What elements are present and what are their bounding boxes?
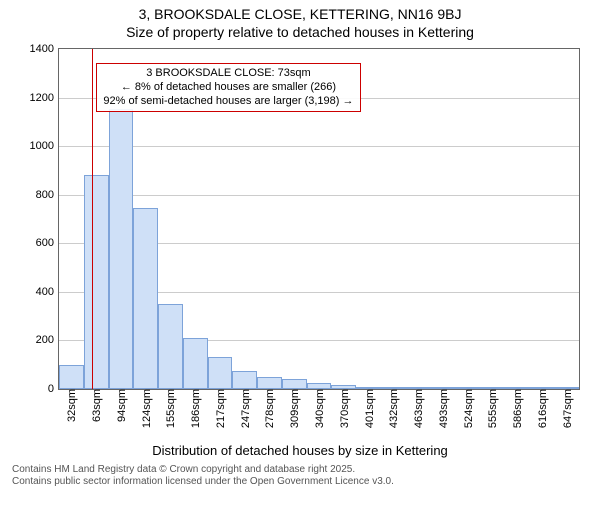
x-tick-label: 124sqm — [139, 389, 153, 428]
plot-region: 020040060080010001200140032sqm63sqm94sqm… — [58, 48, 580, 390]
histogram-bar — [257, 377, 282, 389]
histogram-bar — [232, 371, 257, 389]
chart-area: Number of detached properties 0200400600… — [0, 40, 600, 460]
title-sub: Size of property relative to detached ho… — [0, 24, 600, 40]
x-tick-label: 493sqm — [436, 389, 450, 428]
histogram-bar — [183, 338, 208, 389]
x-tick-label: 186sqm — [188, 389, 202, 428]
histogram-bar — [158, 304, 183, 389]
histogram-bar — [59, 365, 84, 389]
histogram-bar — [133, 208, 158, 389]
footer-line2: Contains public sector information licen… — [12, 476, 600, 488]
x-tick-label: 217sqm — [213, 389, 227, 428]
gridline — [59, 146, 579, 147]
footer-line1: Contains HM Land Registry data © Crown c… — [12, 464, 600, 476]
x-tick-label: 155sqm — [163, 389, 177, 428]
x-tick-label: 647sqm — [560, 389, 574, 428]
y-tick-label: 1200 — [30, 92, 59, 104]
x-tick-label: 278sqm — [262, 389, 276, 428]
y-tick-label: 1000 — [30, 140, 59, 152]
x-axis-label: Distribution of detached houses by size … — [0, 443, 600, 458]
x-tick-label: 401sqm — [362, 389, 376, 428]
x-tick-label: 524sqm — [461, 389, 475, 428]
annotation-line: ← 8% of detached houses are smaller (266… — [103, 81, 353, 95]
x-tick-label: 432sqm — [386, 389, 400, 428]
y-tick-label: 1400 — [30, 43, 59, 55]
histogram-bar — [84, 175, 109, 389]
x-tick-label: 309sqm — [287, 389, 301, 428]
y-tick-label: 0 — [48, 383, 59, 395]
gridline — [59, 195, 579, 196]
y-tick-label: 800 — [36, 189, 59, 201]
footer-attribution: Contains HM Land Registry data © Crown c… — [0, 460, 600, 488]
y-tick-label: 600 — [36, 237, 59, 249]
x-tick-label: 340sqm — [312, 389, 326, 428]
x-tick-label: 94sqm — [114, 389, 128, 422]
title-main: 3, BROOKSDALE CLOSE, KETTERING, NN16 9BJ — [0, 6, 600, 22]
marker-line — [92, 49, 93, 389]
annotation-line: 92% of semi-detached houses are larger (… — [103, 95, 353, 109]
histogram-bar — [109, 109, 134, 390]
x-tick-label: 63sqm — [89, 389, 103, 422]
x-tick-label: 247sqm — [238, 389, 252, 428]
histogram-bar — [282, 379, 307, 389]
y-tick-label: 400 — [36, 286, 59, 298]
chart-titles: 3, BROOKSDALE CLOSE, KETTERING, NN16 9BJ… — [0, 6, 600, 40]
x-tick-label: 555sqm — [485, 389, 499, 428]
x-tick-label: 370sqm — [337, 389, 351, 428]
y-tick-label: 200 — [36, 334, 59, 346]
histogram-bar — [208, 357, 233, 389]
x-tick-label: 463sqm — [411, 389, 425, 428]
x-tick-label: 616sqm — [535, 389, 549, 428]
x-tick-label: 32sqm — [64, 389, 78, 422]
annotation-line: 3 BROOKSDALE CLOSE: 73sqm — [103, 67, 353, 81]
x-tick-label: 586sqm — [510, 389, 524, 428]
annotation-box: 3 BROOKSDALE CLOSE: 73sqm← 8% of detache… — [96, 63, 360, 112]
